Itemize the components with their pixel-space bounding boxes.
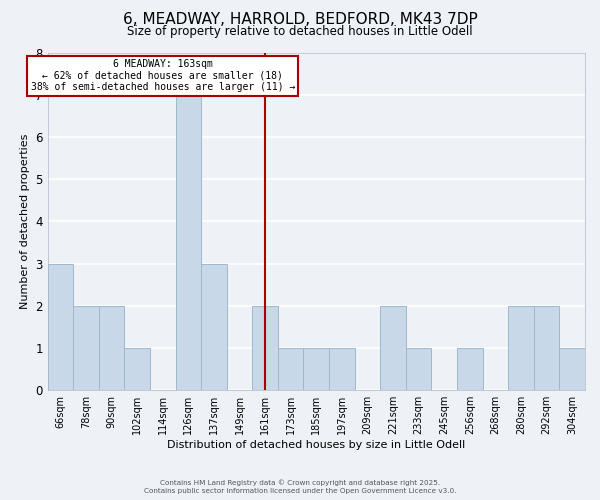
Bar <box>278 348 304 390</box>
Y-axis label: Number of detached properties: Number of detached properties <box>20 134 29 309</box>
Bar <box>73 306 99 390</box>
Text: Size of property relative to detached houses in Little Odell: Size of property relative to detached ho… <box>127 25 473 38</box>
Bar <box>329 348 355 390</box>
Bar <box>47 264 73 390</box>
Text: 6, MEADWAY, HARROLD, BEDFORD, MK43 7DP: 6, MEADWAY, HARROLD, BEDFORD, MK43 7DP <box>122 12 478 28</box>
Bar <box>406 348 431 390</box>
Bar <box>201 264 227 390</box>
Bar <box>252 306 278 390</box>
X-axis label: Distribution of detached houses by size in Little Odell: Distribution of detached houses by size … <box>167 440 466 450</box>
Text: 6 MEADWAY: 163sqm
← 62% of detached houses are smaller (18)
38% of semi-detached: 6 MEADWAY: 163sqm ← 62% of detached hous… <box>31 59 295 92</box>
Bar <box>124 348 150 390</box>
Bar <box>457 348 482 390</box>
Bar <box>176 94 201 390</box>
Bar <box>508 306 534 390</box>
Text: Contains HM Land Registry data © Crown copyright and database right 2025.
Contai: Contains HM Land Registry data © Crown c… <box>144 479 456 494</box>
Bar <box>534 306 559 390</box>
Bar <box>99 306 124 390</box>
Bar <box>380 306 406 390</box>
Bar <box>559 348 585 390</box>
Bar <box>304 348 329 390</box>
